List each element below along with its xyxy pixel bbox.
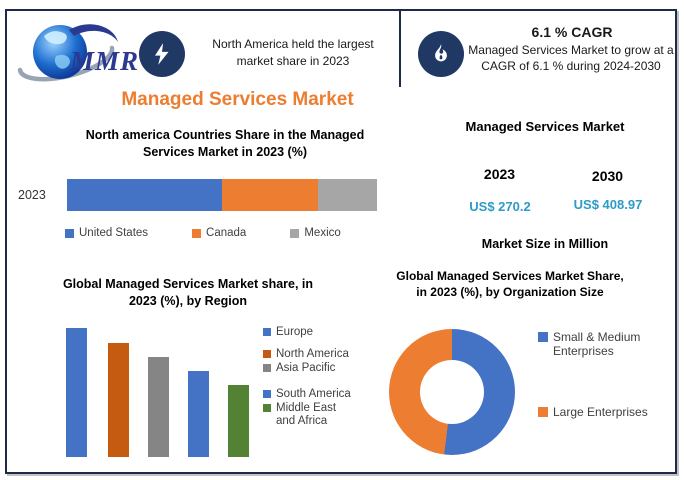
lightning-badge — [139, 31, 185, 77]
legend-item: Mexico — [290, 227, 341, 239]
legend-item: North America — [263, 348, 355, 361]
outer-border — [5, 9, 677, 474]
flame-badge — [418, 31, 464, 77]
stacked-segment — [67, 179, 222, 211]
legend-item: South America — [263, 388, 355, 401]
highlight-note: North America held the largest market sh… — [212, 37, 374, 69]
legend-label: United States — [79, 227, 149, 239]
region-bar — [108, 343, 129, 457]
legend-item: Asia Pacific — [263, 362, 355, 375]
region-bar-chart — [55, 326, 260, 457]
region-bar — [188, 371, 209, 457]
region-bar — [66, 328, 87, 457]
region-bar — [148, 357, 169, 457]
top-divider — [399, 11, 401, 87]
market-panel-title: Managed Services Market — [465, 119, 625, 134]
legend-label: Mexico — [304, 227, 341, 239]
legend-item: Canada — [192, 227, 246, 239]
mmr-logo: MMR — [14, 12, 139, 90]
market-size-caption: Market Size in Million — [481, 237, 609, 251]
legend-swatch — [192, 228, 202, 238]
chart1-category-label: 2023 — [18, 188, 46, 202]
chart3-title: Global Managed Services Market Share, in… — [396, 269, 624, 300]
legend-label: Canada — [206, 227, 247, 239]
legend-item: Large Enterprises — [538, 405, 660, 419]
main-title: Managed Services Market — [121, 89, 354, 110]
org-size-donut-chart — [389, 329, 515, 455]
legend-swatch — [263, 350, 271, 359]
stacked-segment — [222, 179, 319, 211]
legend-label: Europe — [276, 326, 314, 338]
stacked-segment — [318, 179, 377, 211]
legend-label: South America — [276, 387, 351, 400]
legend-swatch — [263, 328, 271, 336]
flame-icon — [435, 44, 447, 62]
legend-swatch — [65, 228, 74, 238]
legend-swatch — [290, 228, 300, 238]
market-value-2030: US$ 408.97 — [573, 197, 643, 212]
chart3-legend: Small & Medium Enterprises Large Enterpri… — [538, 330, 660, 419]
chart2-legend: Europe North America Asia Pacific South Ame… — [263, 322, 355, 428]
legend-label: North America — [276, 348, 349, 361]
chart2-title: Global Managed Services Market share, in… — [62, 277, 314, 308]
year-2023-label: 2023 — [483, 166, 516, 182]
year-2030-label: 2030 — [591, 168, 624, 184]
chart1-legend: United States Canada Mexico — [60, 227, 341, 239]
legend-item: Middle East and Africa — [263, 402, 355, 428]
legend-swatch — [263, 364, 271, 373]
legend-label: Small & Medium Enterprises — [553, 330, 641, 359]
market-value-2023: US$ 270.2 — [469, 199, 531, 214]
stacked-bar-chart — [67, 179, 377, 211]
legend-swatch — [263, 403, 271, 412]
logo-text: MMR — [70, 46, 140, 76]
legend-item: Small & Medium Enterprises — [538, 330, 660, 359]
cagr-title: 6.1 % CAGR — [531, 24, 613, 40]
globe-swoosh-icon — [17, 24, 118, 82]
legend-item: United States — [65, 227, 148, 239]
lightning-icon — [154, 43, 169, 65]
legend-swatch — [263, 389, 271, 398]
region-bar — [228, 385, 249, 457]
legend-swatch — [538, 406, 548, 417]
donut-hole — [420, 360, 484, 424]
cagr-body: Managed Services Market to grow at a CAG… — [468, 43, 674, 74]
legend-label: Middle East and Africa — [276, 401, 337, 428]
legend-label: Asia Pacific — [276, 362, 336, 375]
legend-label: Large Enterprises — [553, 404, 648, 419]
legend-item: Europe — [263, 326, 355, 339]
chart1-title: North america Countries Share in the Man… — [85, 128, 365, 159]
legend-swatch — [538, 332, 548, 342]
